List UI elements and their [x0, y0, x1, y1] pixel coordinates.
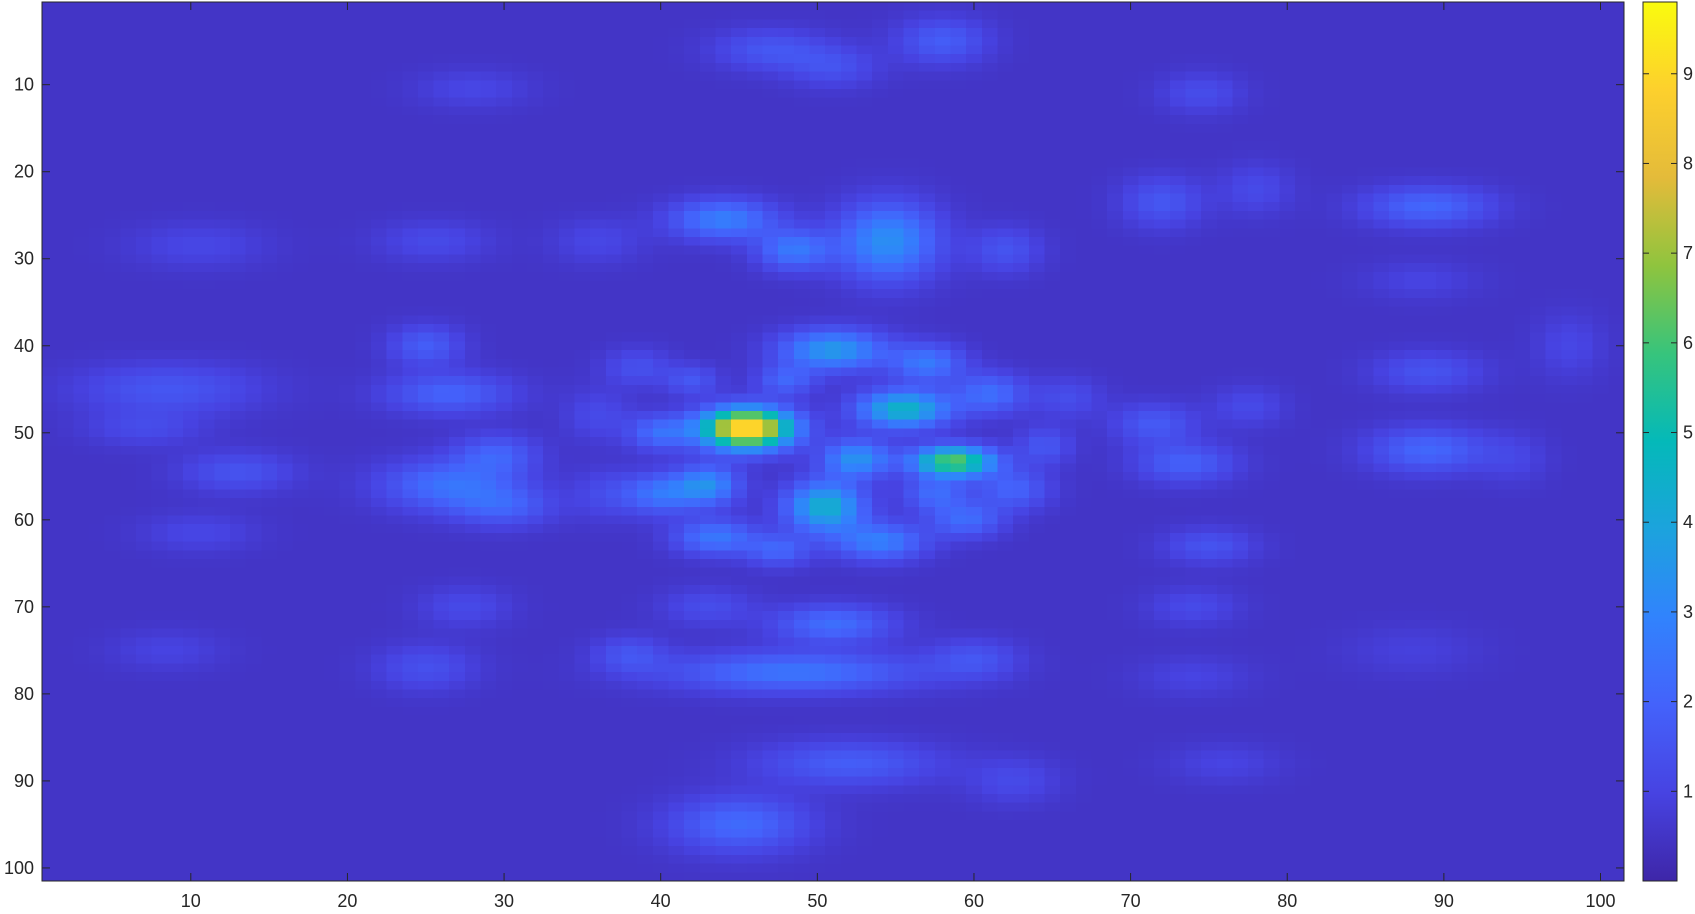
x-tick-label: 40 [651, 891, 671, 911]
colorbar-tick-label: 8 [1683, 153, 1693, 173]
y-tick-label: 40 [14, 336, 34, 356]
x-axis-ticks: 10 20 30 40 50 60 70 80 90 100 [181, 2, 1616, 911]
plot-area: 10 20 30 40 50 60 70 80 90 100 10 20 30 40 50 60 70 80 90… [4, 1, 1625, 911]
y-tick-label: 70 [14, 597, 34, 617]
plot-frame [41, 1, 1625, 882]
x-tick-label: 90 [1434, 891, 1454, 911]
x-tick-label: 30 [494, 891, 514, 911]
y-tick-label: 80 [14, 684, 34, 704]
colorbar-tick-label: 2 [1683, 692, 1693, 712]
heatmap-image [42, 2, 1624, 881]
y-tick-label: 20 [14, 162, 34, 182]
colorbar-tick-label: 1 [1683, 781, 1693, 801]
y-tick-label: 30 [14, 249, 34, 269]
y-tick-label: 90 [14, 771, 34, 791]
colorbar: 1 2 3 4 5 6 7 8 9 [1642, 1, 1693, 882]
y-tick-label: 100 [4, 858, 34, 878]
colorbar-tick-label: 5 [1683, 423, 1693, 443]
x-tick-label: 20 [337, 891, 357, 911]
y-tick-label: 10 [14, 75, 34, 95]
x-tick-label: 100 [1585, 891, 1615, 911]
x-tick-label: 80 [1277, 891, 1297, 911]
colorbar-fill [1642, 1, 1678, 882]
x-tick-label: 50 [807, 891, 827, 911]
colorbar-tick-label: 3 [1683, 602, 1693, 622]
x-tick-label: 70 [1121, 891, 1141, 911]
colorbar-tick-label: 6 [1683, 333, 1693, 353]
colorbar-tick-label: 7 [1683, 243, 1693, 263]
colorbar-tick-label: 4 [1683, 512, 1693, 532]
y-tick-label: 60 [14, 510, 34, 530]
colorbar-tick-label: 9 [1683, 64, 1693, 84]
y-tick-label: 50 [14, 423, 34, 443]
x-tick-label: 60 [964, 891, 984, 911]
colorbar-ticks: 1 2 3 4 5 6 7 8 9 [1643, 64, 1693, 801]
y-axis-ticks: 10 20 30 40 50 60 70 80 90 100 [4, 75, 1624, 878]
x-tick-label: 10 [181, 891, 201, 911]
